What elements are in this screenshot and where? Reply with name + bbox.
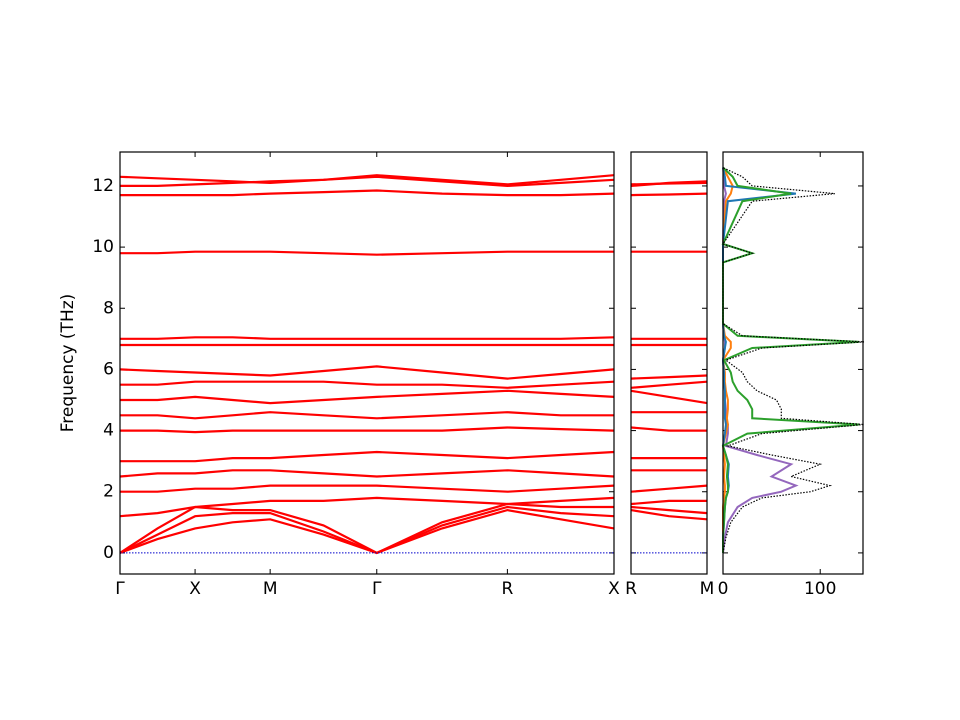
- band-line: [120, 189, 615, 197]
- band-line: [630, 374, 708, 380]
- band-line: [630, 499, 707, 506]
- plot-frame: [630, 151, 708, 575]
- y-tick-label: 10: [92, 237, 114, 257]
- dos-line: [721, 167, 797, 553]
- band-line: [630, 389, 708, 405]
- band-line: [119, 365, 615, 380]
- y-tick-label: 6: [103, 359, 114, 379]
- x-tick-label: M: [700, 579, 715, 599]
- band-line: [119, 508, 615, 555]
- y-tick-label: 4: [103, 421, 114, 441]
- band-line: [120, 380, 615, 389]
- band-line: [630, 192, 708, 197]
- dos-line: [722, 167, 865, 554]
- x-tick-label: X: [189, 579, 201, 599]
- band-line: [119, 502, 614, 555]
- band-line: [120, 426, 615, 434]
- band-line: [630, 380, 708, 389]
- x-tick-label: X: [608, 579, 620, 599]
- band-line: [120, 389, 615, 405]
- y-tick-label: 0: [103, 543, 114, 563]
- band-line: [120, 250, 614, 256]
- plot-frame: [722, 151, 864, 575]
- band-line: [120, 411, 614, 420]
- plot-frame: [119, 151, 615, 575]
- band-line: [119, 505, 615, 555]
- x-tick-label: Γ: [115, 579, 125, 599]
- band-line: [630, 181, 708, 186]
- band-line: [630, 426, 707, 432]
- x-tick-label: Γ: [372, 579, 382, 599]
- x-tick-label: R: [625, 579, 637, 599]
- band-line: [120, 450, 615, 463]
- x-tick-label: 100: [804, 579, 836, 599]
- band-line: [119, 496, 615, 518]
- y-tick-label: 8: [103, 298, 114, 318]
- x-tick-label: M: [263, 579, 278, 599]
- band-line: [119, 469, 615, 478]
- y-axis-label: Frequency (THz): [58, 294, 78, 433]
- x-tick-label: 0: [718, 579, 729, 599]
- y-tick-label: 2: [103, 482, 114, 502]
- dos-line: [721, 167, 799, 554]
- band-line: [630, 484, 708, 493]
- band-line: [630, 505, 708, 515]
- band-line: [120, 336, 615, 340]
- y-tick-label: 12: [92, 176, 114, 196]
- x-tick-label: R: [501, 579, 513, 599]
- band-line: [120, 484, 615, 493]
- dos-line: [721, 166, 860, 553]
- band-line: [630, 509, 708, 521]
- band-line: [119, 174, 615, 186]
